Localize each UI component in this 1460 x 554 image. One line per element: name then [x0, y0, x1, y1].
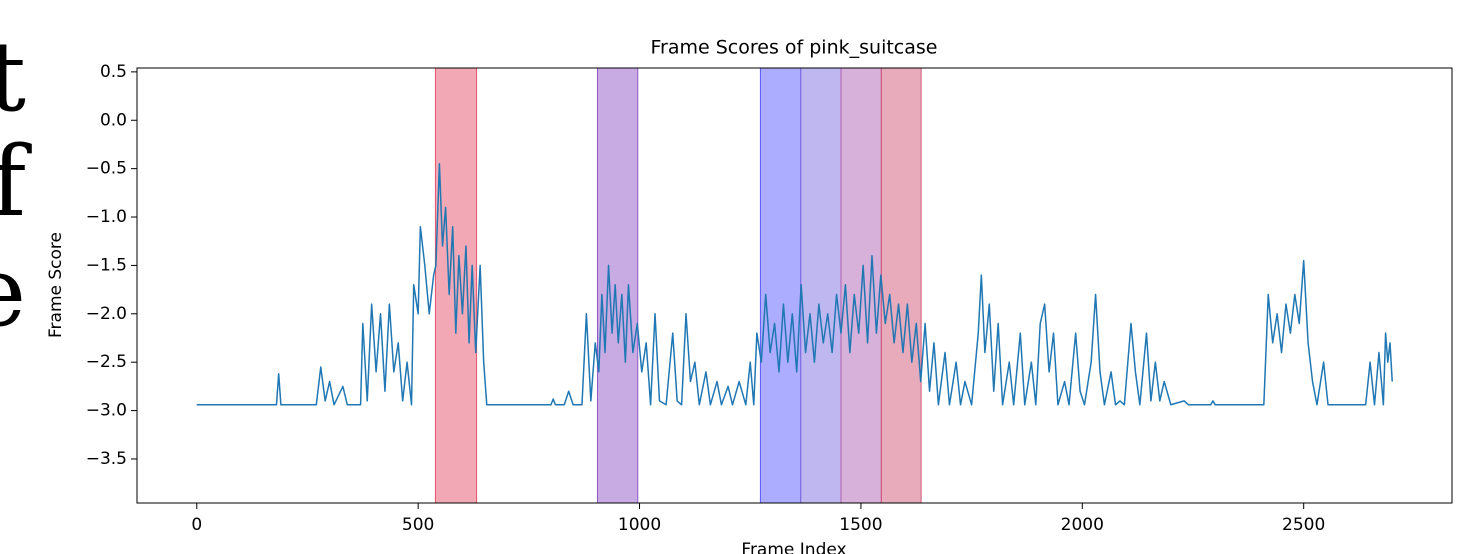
data-line — [196, 163, 1393, 406]
y-tick-label: −1.5 — [86, 255, 127, 275]
x-tick-label: 0 — [191, 515, 202, 535]
y-tick-label: 0.0 — [100, 110, 127, 130]
highlight-span — [596, 67, 639, 504]
y-tick-label: 0.5 — [100, 62, 127, 82]
highlight-span — [759, 67, 802, 504]
y-tick-label: −3.5 — [86, 449, 127, 469]
side-letter: t — [0, 21, 26, 133]
highlight-span — [880, 67, 922, 504]
x-tick-label: 1500 — [839, 515, 882, 535]
x-tick-label: 500 — [402, 515, 434, 535]
side-letter: f — [0, 126, 32, 238]
y-tick-label: −0.5 — [86, 159, 127, 179]
highlight-span — [434, 67, 478, 504]
y-tick-label: −3.0 — [86, 401, 127, 421]
highlight-span — [800, 67, 842, 504]
x-tick-label: 2000 — [1061, 515, 1104, 535]
y-tick-label: −2.5 — [86, 352, 127, 372]
y-tick-label: −2.0 — [86, 304, 127, 324]
x-tick-label: 1000 — [618, 515, 661, 535]
x-tick-label: 2500 — [1282, 515, 1325, 535]
y-axis-label: Frame Score — [46, 232, 66, 338]
y-tick-label: −1.0 — [86, 207, 127, 227]
plot-frame — [136, 67, 1453, 504]
x-axis-label: Frame Index — [741, 540, 846, 554]
side-letter: e — [0, 236, 26, 348]
chart-title: Frame Scores of pink_suitcase — [651, 37, 938, 59]
